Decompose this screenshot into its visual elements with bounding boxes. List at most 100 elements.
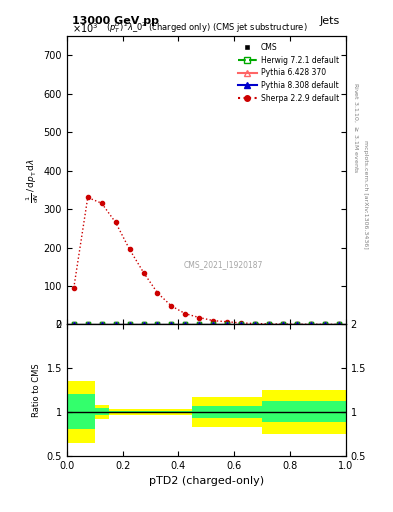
Text: mcplots.cern.ch [arXiv:1306.3436]: mcplots.cern.ch [arXiv:1306.3436] — [363, 140, 368, 249]
Herwig 7.2.1 default — [309, 321, 313, 327]
Sherpa 2.2.9 default — [141, 269, 146, 275]
Y-axis label: $\frac{1}{\mathrm{d}N}\,/\,\mathrm{d}p_\mathrm{T}\,\mathrm{d}\lambda$: $\frac{1}{\mathrm{d}N}\,/\,\mathrm{d}p_\… — [24, 158, 40, 203]
Pythia 6.428 370 — [309, 321, 313, 327]
CMS — [225, 321, 230, 327]
Pythia 6.428 370 — [253, 321, 257, 327]
Herwig 7.2.1 default — [72, 321, 76, 327]
Pythia 8.308 default — [183, 321, 188, 327]
Sherpa 2.2.9 default — [169, 303, 174, 309]
CMS — [155, 321, 160, 327]
Pythia 8.308 default — [211, 321, 216, 327]
Pythia 6.428 370 — [225, 321, 230, 327]
Line: Herwig 7.2.1 default: Herwig 7.2.1 default — [72, 322, 341, 326]
Pythia 6.428 370 — [183, 321, 188, 327]
CMS — [99, 321, 104, 327]
CMS — [183, 321, 188, 327]
Pythia 6.428 370 — [281, 321, 285, 327]
Line: Pythia 6.428 370: Pythia 6.428 370 — [72, 322, 341, 326]
Pythia 6.428 370 — [211, 321, 216, 327]
Sherpa 2.2.9 default — [155, 290, 160, 296]
Herwig 7.2.1 default — [225, 321, 230, 327]
Line: Sherpa 2.2.9 default: Sherpa 2.2.9 default — [72, 196, 341, 327]
Sherpa 2.2.9 default — [225, 318, 230, 325]
Pythia 6.428 370 — [85, 321, 90, 327]
Sherpa 2.2.9 default — [336, 322, 341, 328]
Herwig 7.2.1 default — [295, 321, 299, 327]
Pythia 8.308 default — [281, 321, 285, 327]
Herwig 7.2.1 default — [323, 321, 327, 327]
CMS — [127, 321, 132, 327]
Herwig 7.2.1 default — [239, 321, 244, 327]
Pythia 6.428 370 — [169, 321, 174, 327]
Pythia 8.308 default — [323, 321, 327, 327]
Text: $\times10^{3}$: $\times10^{3}$ — [72, 21, 99, 35]
CMS — [141, 321, 146, 327]
Herwig 7.2.1 default — [336, 321, 341, 327]
CMS — [72, 321, 76, 327]
Herwig 7.2.1 default — [211, 321, 216, 327]
Herwig 7.2.1 default — [99, 321, 104, 327]
Pythia 8.308 default — [99, 321, 104, 327]
CMS — [169, 321, 174, 327]
Pythia 6.428 370 — [141, 321, 146, 327]
Pythia 8.308 default — [239, 321, 244, 327]
Herwig 7.2.1 default — [113, 321, 118, 327]
CMS — [309, 321, 313, 327]
Herwig 7.2.1 default — [267, 321, 272, 327]
Herwig 7.2.1 default — [169, 321, 174, 327]
Sherpa 2.2.9 default — [183, 311, 188, 317]
Herwig 7.2.1 default — [197, 321, 202, 327]
Pythia 8.308 default — [309, 321, 313, 327]
Herwig 7.2.1 default — [155, 321, 160, 327]
Pythia 8.308 default — [225, 321, 230, 327]
CMS — [281, 321, 285, 327]
Sherpa 2.2.9 default — [267, 321, 272, 327]
Herwig 7.2.1 default — [85, 321, 90, 327]
Sherpa 2.2.9 default — [309, 321, 313, 327]
Pythia 8.308 default — [197, 321, 202, 327]
Pythia 8.308 default — [169, 321, 174, 327]
Y-axis label: Ratio to CMS: Ratio to CMS — [32, 364, 41, 417]
Herwig 7.2.1 default — [253, 321, 257, 327]
Line: Pythia 8.308 default: Pythia 8.308 default — [72, 322, 341, 326]
Pythia 6.428 370 — [323, 321, 327, 327]
Pythia 8.308 default — [267, 321, 272, 327]
Herwig 7.2.1 default — [183, 321, 188, 327]
Sherpa 2.2.9 default — [72, 285, 76, 291]
CMS — [336, 321, 341, 327]
Pythia 8.308 default — [295, 321, 299, 327]
Sherpa 2.2.9 default — [113, 220, 118, 226]
CMS — [323, 321, 327, 327]
CMS — [267, 321, 272, 327]
CMS — [85, 321, 90, 327]
CMS — [295, 321, 299, 327]
CMS — [197, 321, 202, 327]
Pythia 8.308 default — [141, 321, 146, 327]
Pythia 6.428 370 — [127, 321, 132, 327]
Sherpa 2.2.9 default — [127, 246, 132, 252]
Pythia 8.308 default — [253, 321, 257, 327]
Pythia 8.308 default — [72, 321, 76, 327]
Herwig 7.2.1 default — [141, 321, 146, 327]
Herwig 7.2.1 default — [127, 321, 132, 327]
Sherpa 2.2.9 default — [85, 195, 90, 201]
Line: CMS: CMS — [72, 321, 341, 326]
Text: 13000 GeV pp: 13000 GeV pp — [72, 16, 160, 26]
Sherpa 2.2.9 default — [99, 200, 104, 206]
Pythia 8.308 default — [113, 321, 118, 327]
Sherpa 2.2.9 default — [211, 317, 216, 324]
Text: Jets: Jets — [320, 16, 340, 26]
CMS — [113, 321, 118, 327]
Pythia 8.308 default — [336, 321, 341, 327]
Herwig 7.2.1 default — [281, 321, 285, 327]
Text: CMS_2021_I1920187: CMS_2021_I1920187 — [184, 260, 263, 269]
Sherpa 2.2.9 default — [295, 321, 299, 327]
Pythia 6.428 370 — [155, 321, 160, 327]
Pythia 6.428 370 — [113, 321, 118, 327]
CMS — [211, 321, 216, 327]
Sherpa 2.2.9 default — [323, 321, 327, 327]
CMS — [239, 321, 244, 327]
Pythia 6.428 370 — [267, 321, 272, 327]
Sherpa 2.2.9 default — [281, 321, 285, 327]
Text: Rivet 3.1.10, $\geq$ 3.1M events: Rivet 3.1.10, $\geq$ 3.1M events — [352, 82, 360, 174]
